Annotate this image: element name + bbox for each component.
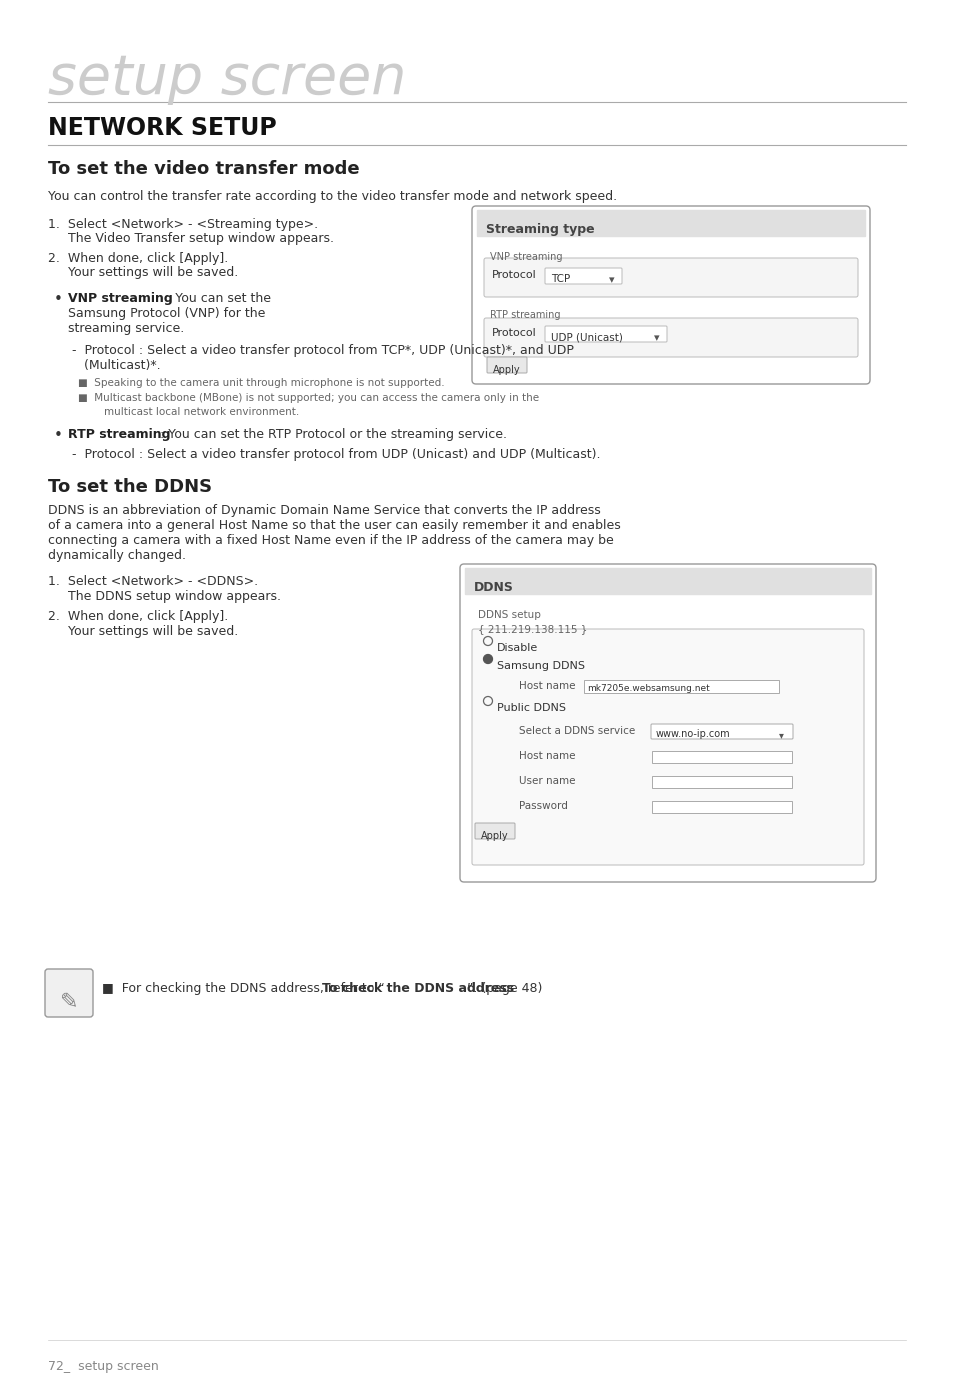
Text: of a camera into a general Host Name so that the user can easily remember it and: of a camera into a general Host Name so … [48,519,620,532]
Text: •: • [54,428,63,443]
Text: { 211.219.138.115 }: { 211.219.138.115 } [477,625,587,634]
Text: DDNS is an abbreviation of Dynamic Domain Name Service that converts the IP addr: DDNS is an abbreviation of Dynamic Domai… [48,504,600,516]
Text: multicast local network environment.: multicast local network environment. [78,407,299,416]
Text: 2.  When done, click [Apply].: 2. When done, click [Apply]. [48,253,228,265]
Bar [464,568,870,594]
Text: ▾: ▾ [654,333,659,343]
Bar [651,751,791,763]
Text: Samsung DDNS: Samsung DDNS [497,661,584,670]
FancyBboxPatch shape [544,268,621,285]
Text: VNP streaming: VNP streaming [490,253,562,262]
Text: ✎: ✎ [60,992,78,1012]
Text: Host name: Host name [518,682,575,691]
Text: ■  For checking the DDNS address, refer to “: ■ For checking the DDNS address, refer t… [102,981,384,995]
Text: Apply: Apply [480,831,508,841]
Text: Apply: Apply [493,365,520,375]
Text: : You can set the: : You can set the [163,291,271,305]
Text: 2.  When done, click [Apply].: 2. When done, click [Apply]. [48,609,228,623]
Bar [651,801,791,813]
Bar [476,210,864,236]
Text: connecting a camera with a fixed Host Name even if the IP address of the camera : connecting a camera with a fixed Host Na… [48,534,613,547]
Text: Password: Password [518,801,567,811]
Text: 1.  Select <Network> - <Streaming type>.: 1. Select <Network> - <Streaming type>. [48,218,317,230]
Text: VNP streaming: VNP streaming [68,291,172,305]
Text: The Video Transfer setup window appears.: The Video Transfer setup window appears. [68,232,334,246]
Text: Your settings will be saved.: Your settings will be saved. [68,266,238,279]
Bar [651,776,791,788]
Text: ▾: ▾ [608,275,614,285]
Text: streaming service.: streaming service. [68,322,184,335]
Text: User name: User name [518,776,575,786]
Text: -  Protocol : Select a video transfer protocol from TCP*, UDP (Unicast)*, and UD: - Protocol : Select a video transfer pro… [60,344,574,357]
FancyBboxPatch shape [486,357,526,373]
Text: •: • [54,291,63,307]
Text: Streaming type: Streaming type [485,223,594,236]
Text: Host name: Host name [518,751,575,761]
Text: ▾: ▾ [779,730,783,740]
Text: ”. (page 48): ”. (page 48) [467,981,542,995]
Text: ■  Multicast backbone (MBone) is not supported; you can access the camera only i: ■ Multicast backbone (MBone) is not supp… [78,393,538,403]
Text: : You can set the RTP Protocol or the streaming service.: : You can set the RTP Protocol or the st… [156,428,506,441]
Text: To set the DDNS: To set the DDNS [48,477,212,496]
FancyBboxPatch shape [544,326,666,341]
Text: 72_  setup screen: 72_ setup screen [48,1360,158,1373]
Text: To check the DDNS address: To check the DDNS address [322,981,514,995]
FancyBboxPatch shape [650,725,792,738]
Text: Disable: Disable [497,643,537,652]
Text: 1.  Select <Network> - <DDNS>.: 1. Select <Network> - <DDNS>. [48,575,258,589]
FancyBboxPatch shape [475,823,515,838]
Text: DDNS: DDNS [474,582,514,594]
FancyBboxPatch shape [459,564,875,881]
FancyBboxPatch shape [472,629,863,865]
Text: Your settings will be saved.: Your settings will be saved. [68,625,238,638]
Text: www.no-ip.com: www.no-ip.com [656,729,730,738]
Text: dynamically changed.: dynamically changed. [48,550,186,562]
Text: TCP: TCP [551,273,570,285]
FancyBboxPatch shape [472,205,869,384]
Text: mk7205e.websamsung.net: mk7205e.websamsung.net [586,684,709,693]
Text: (Multicast)*.: (Multicast)*. [60,359,160,372]
Text: setup screen: setup screen [48,51,406,105]
Bar [583,680,779,693]
Text: Select a DDNS service: Select a DDNS service [518,726,635,736]
Text: Samsung Protocol (VNP) for the: Samsung Protocol (VNP) for the [68,307,265,321]
Text: NETWORK SETUP: NETWORK SETUP [48,117,276,140]
Text: RTP streaming: RTP streaming [490,310,560,321]
Text: The DDNS setup window appears.: The DDNS setup window appears. [68,590,281,602]
Text: Public DDNS: Public DDNS [497,702,565,713]
FancyBboxPatch shape [45,969,92,1017]
Text: UDP (Unicast): UDP (Unicast) [551,332,622,341]
Text: ■  Speaking to the camera unit through microphone is not supported.: ■ Speaking to the camera unit through mi… [78,378,444,389]
Text: Protocol: Protocol [492,328,537,339]
Circle shape [483,655,492,663]
Text: DDNS setup: DDNS setup [477,609,540,620]
FancyBboxPatch shape [483,318,857,357]
Text: You can control the transfer rate according to the video transfer mode and netwo: You can control the transfer rate accord… [48,190,617,203]
Text: To set the video transfer mode: To set the video transfer mode [48,160,359,178]
Text: RTP streaming: RTP streaming [68,428,171,441]
Text: Protocol: Protocol [492,271,537,280]
Text: -  Protocol : Select a video transfer protocol from UDP (Unicast) and UDP (Multi: - Protocol : Select a video transfer pro… [60,448,599,461]
FancyBboxPatch shape [483,258,857,297]
